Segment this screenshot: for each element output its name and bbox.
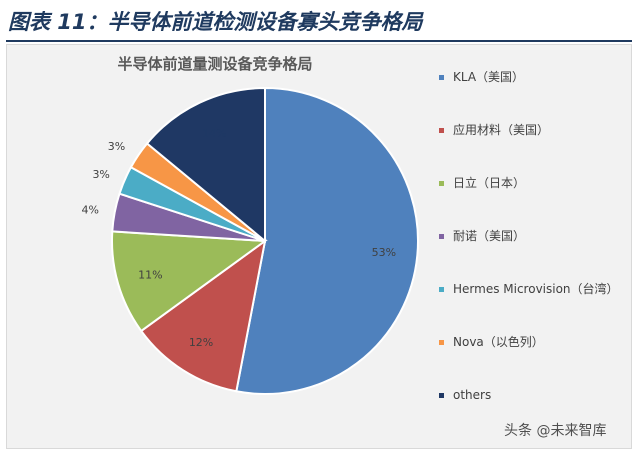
pie-slice: [139, 238, 267, 393]
legend-swatch: [439, 287, 444, 292]
legend-swatch: [439, 234, 444, 239]
legend-swatch: [439, 340, 444, 345]
slice-data-label: 11%: [138, 268, 162, 281]
slice-data-label: 12%: [189, 336, 213, 349]
slice-data-label: 4%: [82, 203, 99, 216]
legend-swatch: [439, 393, 444, 398]
legend-label: Nova（以色列）: [453, 335, 544, 349]
legend-label: KLA（美国）: [453, 70, 525, 84]
slice-data-label: 3%: [108, 140, 125, 153]
legend-swatch: [439, 181, 444, 186]
chart-frame: 半导体前道量测设备竞争格局 53% 12% 11% 4% 3% 3% 14% KLA（美国）…: [6, 44, 632, 449]
slice-data-label: 53%: [372, 246, 396, 259]
pie-chart: 53% 12% 11% 4% 3% 3% 14%: [82, 86, 419, 395]
pie-slice: [145, 86, 266, 244]
slice-data-label: 14%: [202, 127, 226, 140]
legend-swatch: [439, 128, 444, 133]
figure-caption: 图表 11：半导体前道检测设备寡头竞争格局: [8, 10, 423, 34]
caption-divider: [6, 40, 632, 42]
pie-slice: [235, 86, 419, 395]
pie-slice: [111, 230, 268, 333]
watermark: 头条 @未来智库: [504, 423, 607, 439]
legend-label: 应用材料（美国）: [453, 123, 550, 137]
chart-title: 半导体前道量测设备竞争格局: [117, 55, 313, 73]
legend-label: 日立（日本）: [453, 176, 526, 190]
legend-label: 耐诺（美国）: [453, 229, 526, 243]
legend-label: others: [453, 388, 492, 402]
legend-label: Hermes Microvision（台湾）: [453, 282, 619, 296]
figure-header: 图表 11：半导体前道检测设备寡头竞争格局: [0, 0, 640, 44]
legend-swatch: [439, 75, 444, 80]
slice-data-label: 3%: [92, 168, 109, 181]
